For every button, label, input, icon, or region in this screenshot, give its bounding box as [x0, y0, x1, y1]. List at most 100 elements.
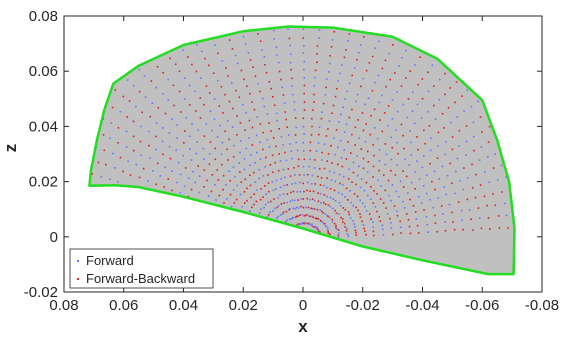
sample-point [320, 177, 323, 179]
sample-point [330, 144, 332, 147]
sample-point [299, 231, 301, 233]
sample-point [402, 186, 405, 188]
sample-point [258, 212, 261, 214]
sample-point [176, 137, 178, 139]
sample-point [291, 93, 294, 96]
sample-point [384, 163, 387, 166]
sample-point [331, 218, 334, 221]
sample-point [459, 180, 461, 182]
sample-point [183, 98, 186, 100]
sample-point [519, 143, 521, 145]
sample-point [365, 28, 367, 30]
sample-point [129, 33, 131, 35]
sample-point [279, 186, 282, 189]
sample-point [143, 219, 146, 221]
sample-point [297, 233, 299, 235]
sample-point [277, 215, 280, 218]
sample-point [327, 232, 330, 234]
sample-point [279, 194, 281, 197]
sample-point [446, 174, 449, 177]
sample-point [73, 153, 75, 155]
sample-point [266, 138, 269, 141]
sample-point [169, 157, 172, 160]
sample-point [395, 190, 398, 193]
sample-point [117, 142, 119, 144]
sample-point [279, 229, 281, 231]
sample-point [387, 179, 390, 182]
sample-point [347, 178, 350, 180]
sample-point [108, 83, 111, 86]
sample-point [414, 64, 416, 66]
legend-label-forward-backward: Forward-Backward [86, 271, 195, 286]
sample-point [518, 158, 520, 160]
sample-point [319, 184, 322, 186]
sample-point [298, 174, 301, 176]
sample-point [441, 112, 444, 115]
sample-point [99, 226, 101, 229]
sample-point [260, 208, 262, 211]
sample-point [324, 94, 327, 96]
sample-point [100, 176, 103, 178]
sample-point [431, 64, 434, 67]
sample-point [282, 193, 285, 195]
sample-point [302, 142, 305, 144]
sample-point [108, 38, 111, 40]
sample-point [328, 71, 330, 73]
sample-point [189, 104, 191, 106]
sample-point [270, 200, 272, 203]
sample-point [451, 38, 454, 40]
sample-point [187, 231, 190, 233]
sample-point [303, 45, 305, 47]
sample-point [88, 143, 90, 145]
sample-point [334, 95, 337, 98]
sample-point [357, 209, 359, 212]
sample-point [421, 97, 424, 100]
sample-point [205, 85, 208, 87]
sample-point [526, 226, 528, 228]
sample-point [232, 155, 235, 158]
sample-point [289, 200, 292, 203]
sample-point [197, 129, 200, 131]
sample-point [228, 100, 231, 103]
sample-point [313, 167, 316, 169]
sample-point [383, 112, 386, 114]
sample-point [255, 26, 257, 28]
sample-point [231, 48, 234, 50]
sample-point [417, 83, 419, 86]
sample-point [297, 158, 300, 161]
sample-point [303, 92, 305, 95]
sample-point [350, 152, 352, 154]
sample-point [288, 21, 290, 23]
sample-point [511, 130, 513, 132]
sample-point [70, 76, 72, 78]
sample-point [530, 198, 532, 200]
sample-point [253, 203, 255, 206]
sample-point [447, 107, 450, 109]
sample-point [322, 102, 325, 105]
sample-point [73, 211, 75, 213]
sample-point [297, 233, 300, 235]
sample-point [245, 216, 248, 218]
sample-point [427, 231, 429, 233]
sample-point [332, 207, 334, 210]
sample-point [458, 129, 461, 132]
sample-point [221, 141, 224, 144]
sample-point [94, 50, 97, 53]
sample-point [500, 164, 503, 167]
sample-point [340, 205, 342, 207]
sample-point [320, 202, 322, 204]
sample-point [310, 237, 313, 239]
sample-point [329, 187, 332, 190]
sample-point [323, 143, 326, 146]
sample-point [323, 194, 326, 196]
sample-point [262, 131, 264, 134]
sample-point [236, 214, 239, 216]
sample-point [346, 233, 349, 235]
sample-point [309, 141, 312, 144]
sample-point [185, 21, 187, 23]
sample-point [354, 126, 357, 129]
sample-point [276, 206, 279, 209]
sample-point [538, 52, 540, 54]
sample-point [195, 70, 198, 73]
sample-point [366, 150, 369, 153]
